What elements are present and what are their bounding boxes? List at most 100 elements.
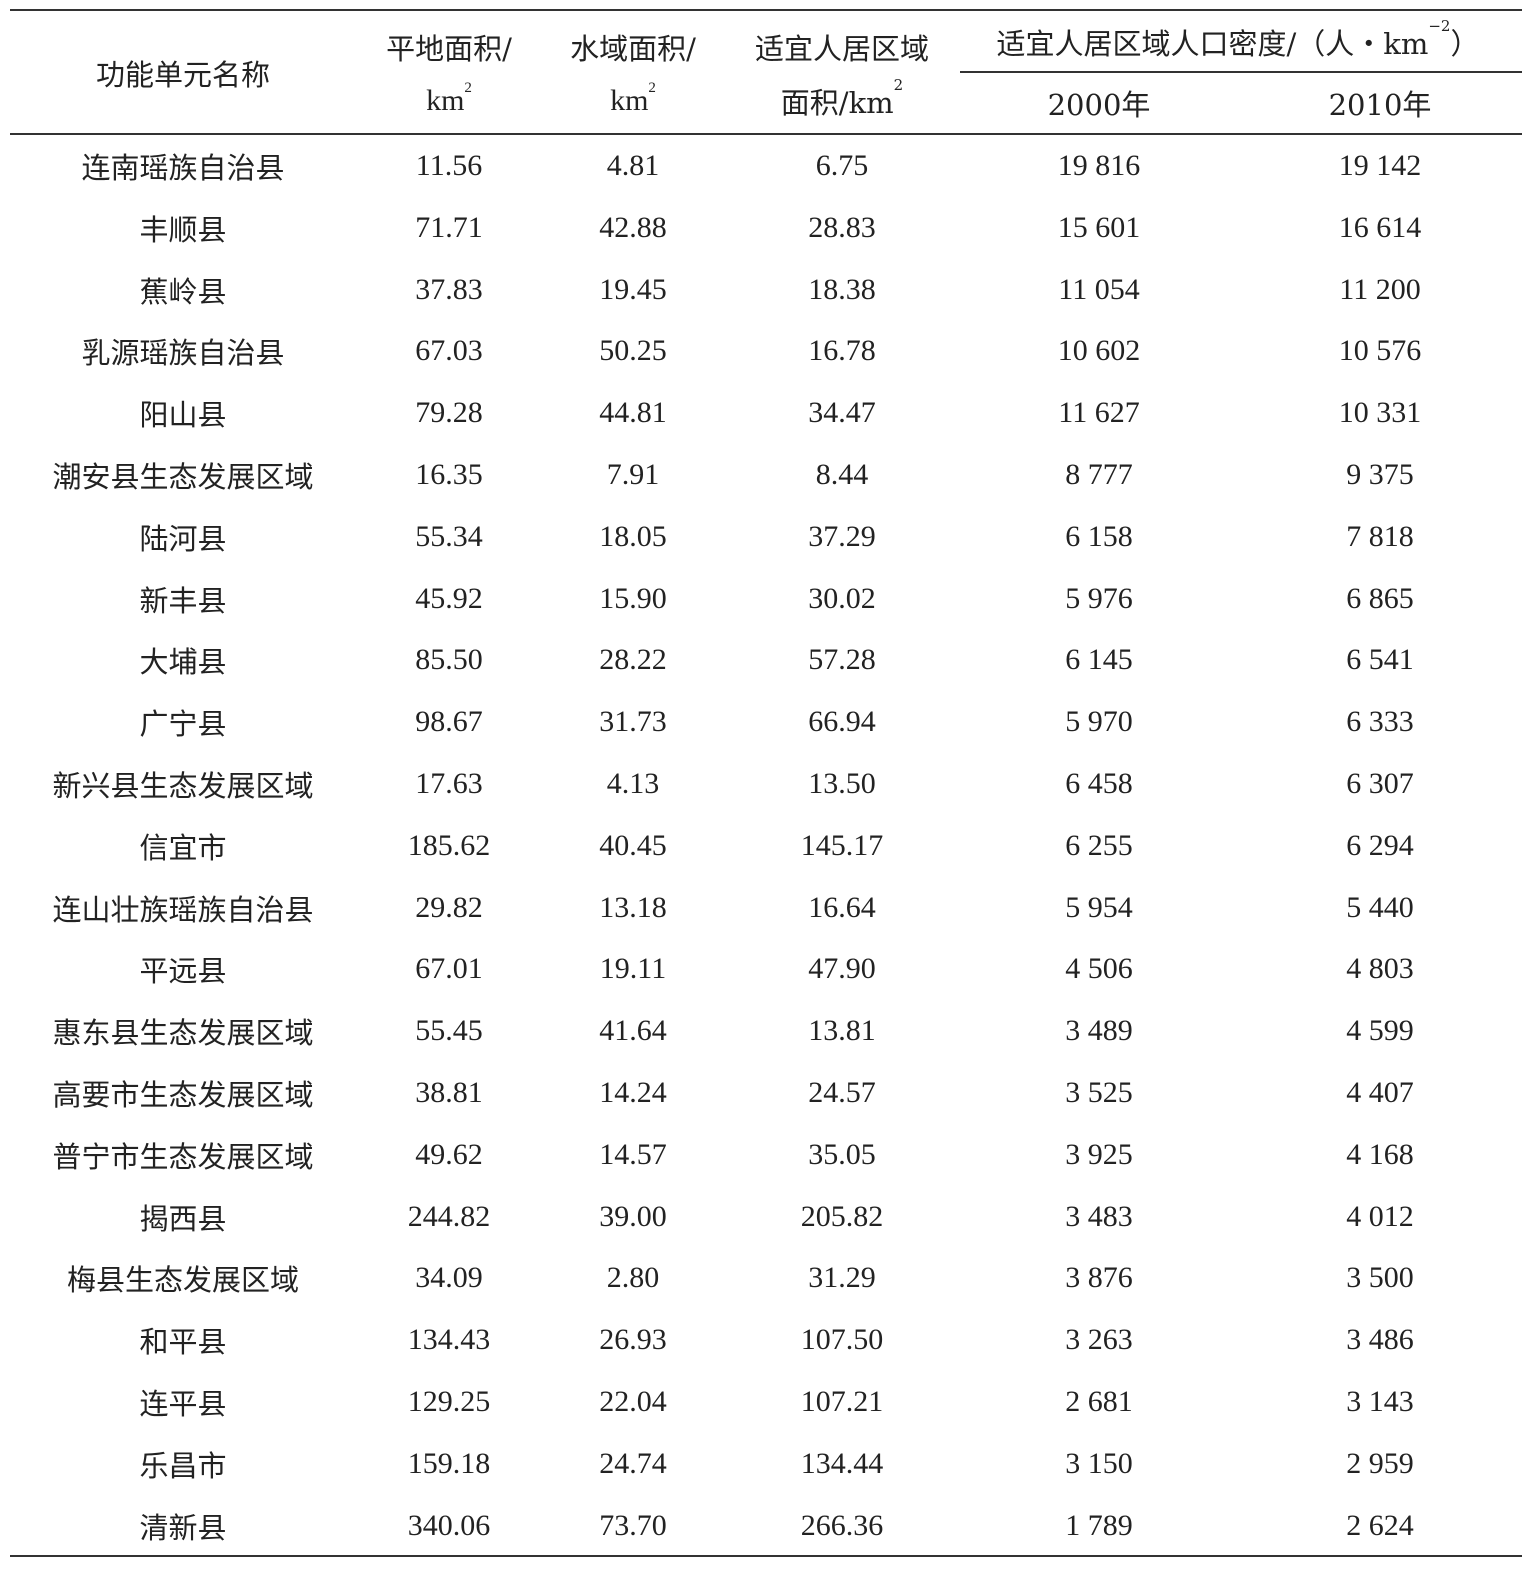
cell-livable-area: 6.75	[815, 149, 869, 182]
cell-unit-name: 蕉岭县	[139, 274, 227, 309]
cell-density-2000: 11 627	[1058, 396, 1140, 430]
cell-flat-area: 29.82	[415, 890, 483, 924]
cell-density-2010: 7 818	[1346, 519, 1414, 553]
cell-density-2010: 6 541	[1346, 643, 1414, 677]
cell-livable-area: 18.38	[808, 272, 876, 306]
cell-density-2000: 5 954	[1065, 890, 1133, 924]
cell-flat-area: 16.35	[415, 458, 483, 491]
cell-flat-area: 159.18	[407, 1446, 491, 1480]
cell-water-area: 50.25	[599, 334, 667, 368]
cell-livable-area: 107.21	[800, 1385, 884, 1418]
cell-water-area: 2.80	[606, 1261, 660, 1295]
cell-water-area: 22.04	[599, 1385, 667, 1418]
cell-unit-name: 揭西县	[139, 1201, 227, 1236]
cell-water-area: 24.74	[599, 1446, 667, 1480]
cell-density-2010: 4 407	[1346, 1076, 1414, 1109]
header-livable-area-2: 面积/km2	[780, 76, 904, 120]
cell-livable-area: 145.17	[800, 828, 884, 862]
cell-flat-area: 71.71	[415, 210, 483, 244]
cell-water-area: 39.00	[599, 1199, 667, 1233]
cell-density-2010: 6 307	[1346, 767, 1414, 800]
cell-livable-area: 266.36	[800, 1508, 884, 1542]
cell-density-2010: 3 143	[1346, 1385, 1414, 1418]
cell-density-2000: 1 789	[1065, 1508, 1133, 1542]
header-water-area-1: 水域面积/	[570, 32, 696, 66]
cell-density-2000: 3 489	[1065, 1014, 1133, 1048]
cell-density-2010: 6 865	[1346, 581, 1414, 615]
cell-density-2000: 15 601	[1057, 210, 1141, 244]
cell-water-area: 4.81	[606, 149, 660, 182]
cell-flat-area: 49.62	[415, 1137, 483, 1171]
cell-flat-area: 34.09	[415, 1261, 483, 1295]
cell-unit-name: 陆河县	[139, 521, 227, 556]
header-rule	[10, 133, 1522, 135]
cell-density-2010: 2 959	[1346, 1446, 1414, 1480]
cell-unit-name: 潮安县生态发展区域	[52, 460, 314, 494]
cell-density-2010: 2 624	[1346, 1508, 1414, 1542]
cell-density-2010: 9 375	[1346, 458, 1414, 491]
cell-unit-name: 阳山县	[139, 398, 227, 433]
cell-density-2010: 3 486	[1346, 1323, 1414, 1357]
cell-density-2010: 6 294	[1346, 828, 1414, 862]
cell-livable-area: 28.83	[808, 210, 876, 244]
cell-unit-name: 惠东县生态发展区域	[52, 1016, 314, 1051]
top-rule	[10, 9, 1522, 11]
cell-water-area: 14.24	[599, 1076, 667, 1109]
cell-unit-name: 连南瑶族自治县	[81, 151, 285, 185]
cell-flat-area: 134.43	[407, 1323, 491, 1357]
cell-density-2000: 5 976	[1065, 581, 1133, 615]
cell-density-2010: 3 500	[1346, 1261, 1414, 1295]
cell-flat-area: 55.34	[415, 519, 483, 553]
cell-water-area: 13.18	[599, 890, 667, 924]
header-flat-area-unit: km2	[426, 80, 472, 117]
cell-water-area: 4.13	[606, 767, 660, 800]
cell-livable-area: 31.29	[808, 1261, 876, 1295]
cell-unit-name: 乐昌市	[139, 1448, 227, 1483]
cell-water-area: 26.93	[599, 1323, 667, 1357]
cell-water-area: 40.45	[599, 828, 667, 862]
cell-unit-name: 乳源瑶族自治县	[81, 336, 285, 371]
cell-flat-area: 17.63	[415, 767, 483, 800]
cell-unit-name: 高要市生态发展区域	[52, 1078, 314, 1112]
cell-unit-name: 梅县生态发展区域	[66, 1263, 300, 1298]
cell-livable-area: 35.05	[808, 1137, 876, 1171]
cell-livable-area: 34.47	[808, 396, 876, 430]
cell-livable-area: 107.50	[800, 1323, 884, 1357]
cell-density-2000: 2 681	[1065, 1385, 1133, 1418]
header-livable-area-1: 适宜人居区域	[754, 32, 930, 66]
cell-livable-area: 8.44	[815, 458, 869, 491]
cell-unit-name: 和平县	[139, 1325, 227, 1360]
cell-density-2010: 19 142	[1338, 149, 1422, 182]
cell-density-2000: 19 816	[1057, 149, 1141, 182]
cell-water-area: 42.88	[599, 210, 667, 244]
header-water-area-unit: km2	[610, 80, 656, 117]
cell-water-area: 31.73	[599, 705, 667, 739]
cell-density-2010: 4 012	[1346, 1199, 1414, 1233]
cell-density-2010: 4 803	[1346, 952, 1414, 986]
cell-water-area: 41.64	[599, 1014, 667, 1048]
cell-density-2000: 3 263	[1065, 1323, 1133, 1357]
cell-flat-area: 340.06	[407, 1508, 491, 1542]
cell-water-area: 18.05	[599, 519, 667, 553]
cell-unit-name: 连平县	[139, 1387, 227, 1421]
cell-density-2000: 11 054	[1058, 272, 1140, 306]
cell-flat-area: 67.01	[415, 952, 483, 986]
cell-density-2000: 6 158	[1065, 519, 1133, 553]
cell-density-2000: 3 876	[1065, 1261, 1133, 1295]
cell-density-2000: 3 925	[1065, 1137, 1133, 1171]
cell-water-area: 28.22	[599, 643, 667, 677]
cell-water-area: 44.81	[599, 396, 667, 430]
cell-livable-area: 134.44	[800, 1446, 884, 1480]
cell-density-2000: 10 602	[1057, 334, 1141, 368]
cell-unit-name: 平远县	[139, 954, 227, 989]
cell-flat-area: 98.67	[415, 705, 483, 739]
cell-flat-area: 11.56	[415, 149, 483, 182]
cell-density-2000: 6 458	[1065, 767, 1133, 800]
cell-water-area: 7.91	[606, 458, 660, 491]
cell-density-2010: 4 168	[1346, 1137, 1414, 1171]
cell-unit-name: 普宁市生态发展区域	[52, 1139, 314, 1174]
cell-density-2000: 4 506	[1065, 952, 1133, 986]
cell-density-2000: 3 525	[1065, 1076, 1133, 1109]
header-name: 功能单元名称	[95, 58, 271, 92]
cell-density-2010: 4 599	[1346, 1014, 1414, 1048]
